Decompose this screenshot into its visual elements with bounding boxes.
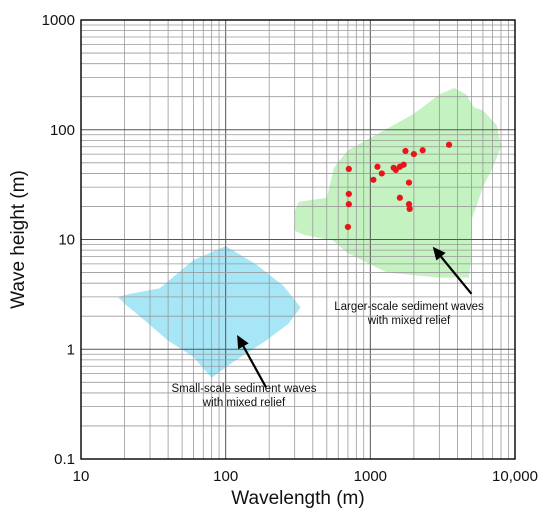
small-scale-region bbox=[117, 246, 301, 378]
data-point bbox=[378, 170, 385, 177]
data-point bbox=[405, 179, 413, 186]
x-tick-labels: 10 100 1000 10,000 bbox=[73, 468, 538, 485]
x-axis-title: Wavelength (m) bbox=[231, 488, 364, 509]
data-point bbox=[402, 147, 409, 155]
data-point bbox=[406, 205, 413, 213]
y-axis-title: Wave height (m) bbox=[8, 170, 29, 309]
y-tick-label: 100 bbox=[50, 122, 75, 139]
small-scale-arrow-head bbox=[237, 334, 249, 350]
y-tick-label: 1000 bbox=[42, 12, 75, 29]
data-point bbox=[344, 223, 352, 231]
larger-scale-arrow-shaft bbox=[440, 256, 473, 295]
data-points bbox=[344, 141, 453, 231]
annotations: Small-scale sediment waves with mixed rel… bbox=[171, 246, 484, 409]
data-point bbox=[396, 194, 403, 201]
data-point bbox=[410, 150, 417, 158]
larger-scale-label-line: with mixed relief bbox=[367, 315, 451, 327]
small-scale-label: Small-scale sediment waves with mixed rel… bbox=[171, 383, 316, 409]
data-point bbox=[405, 201, 413, 208]
data-point bbox=[419, 147, 426, 154]
regions-layer bbox=[117, 88, 501, 378]
data-point bbox=[345, 201, 352, 208]
data-point bbox=[345, 190, 352, 198]
data-point bbox=[374, 163, 381, 170]
data-point bbox=[400, 161, 407, 168]
x-tick-label: 10 bbox=[73, 468, 90, 485]
larger-scale-arrow-head bbox=[432, 246, 446, 261]
x-tick-label: 100 bbox=[213, 468, 238, 485]
y-tick-labels: 0.1 1 10 100 1000 bbox=[42, 12, 75, 468]
grid bbox=[81, 20, 515, 459]
small-scale-label-line: Small-scale sediment waves bbox=[171, 383, 316, 395]
small-scale-label-line: with mixed relief bbox=[202, 397, 286, 409]
larger-scale-label: Larger-scale sediment waves with mixed re… bbox=[334, 301, 484, 327]
small-scale-arrow-shaft bbox=[242, 345, 267, 388]
larger-scale-region bbox=[294, 88, 501, 278]
data-point bbox=[345, 165, 352, 172]
data-point bbox=[370, 176, 377, 183]
x-tick-label: 10,000 bbox=[492, 468, 538, 485]
data-point bbox=[445, 141, 453, 148]
plot-frame bbox=[80, 19, 516, 460]
y-tick-label: 10 bbox=[58, 232, 75, 249]
y-tick-label: 0.1 bbox=[54, 451, 75, 468]
y-tick-label: 1 bbox=[67, 341, 75, 358]
x-tick-label: 1000 bbox=[354, 468, 387, 485]
larger-scale-label-line: Larger-scale sediment waves bbox=[334, 301, 484, 313]
